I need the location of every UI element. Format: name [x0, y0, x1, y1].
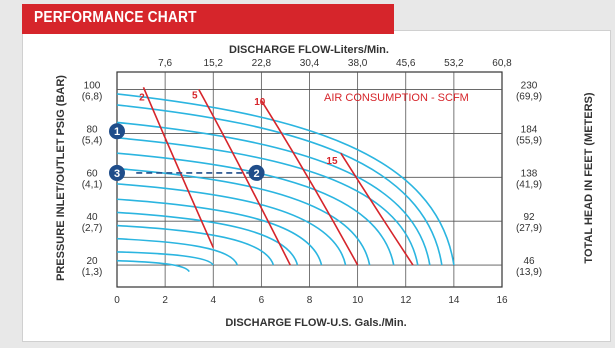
- x2-tick-label: 38,0: [348, 58, 368, 69]
- y-tick-label: 40: [86, 212, 98, 223]
- x-tick-label: 4: [210, 295, 216, 306]
- y-tick-bar-label: (5,4): [82, 135, 103, 146]
- y2-tick-label: 92: [523, 212, 535, 223]
- y-tick-bar-label: (1,3): [82, 267, 103, 278]
- marker-label: 1: [114, 126, 120, 138]
- y2-tick-meters-label: (41,9): [516, 179, 542, 190]
- pressure-curve: [116, 224, 275, 266]
- x2-tick-label: 7,6: [158, 58, 172, 69]
- pressure-curve: [116, 104, 443, 266]
- pressure-curve: [116, 183, 347, 266]
- operating-markers: 1 2 3: [109, 123, 265, 181]
- x2-tick-label: 30,4: [300, 58, 320, 69]
- pressure-curve: [116, 121, 431, 266]
- x-tick-label: 6: [259, 295, 265, 306]
- air-consumption-curves: 2 5 10 15: [139, 87, 414, 266]
- marker-3: 3: [109, 164, 125, 181]
- y-tick-label: 60: [86, 168, 98, 179]
- y2-tick-meters-label: (69,9): [516, 92, 542, 103]
- axis-ticks: 0 2 4 6 8 10 12 14 167,6 15,2 22,8 30,4 38,0 45,6 53,2…: [82, 58, 542, 306]
- pressure-curve: [116, 137, 419, 266]
- pressure-curve: [116, 93, 455, 266]
- x2-tick-label: 60,8: [492, 58, 512, 69]
- air-consumption-annotation: AIR CONSUMPTION - SCFM: [324, 92, 469, 104]
- marker-circle: [248, 164, 265, 181]
- air-curve: [198, 89, 291, 266]
- x2-axis-label: DISCHARGE FLOW-Liters/Min.: [229, 44, 389, 56]
- y2-tick-label: 138: [521, 168, 538, 179]
- x-tick-label: 12: [400, 295, 412, 306]
- marker-circle: [109, 123, 125, 140]
- air-curve-label: 5: [192, 90, 198, 101]
- marker-circle: [109, 164, 125, 181]
- y2-tick-label: 46: [523, 256, 535, 267]
- x-tick-label: 10: [352, 295, 364, 306]
- x-tick-label: 2: [162, 295, 168, 306]
- x-tick-label: 16: [496, 295, 508, 306]
- pressure-curve: [116, 198, 323, 266]
- x-tick-label: 0: [114, 295, 120, 306]
- y2-tick-meters-label: (55,9): [516, 135, 542, 146]
- y2-axis-label: TOTAL HEAD IN FEET (METERS): [583, 92, 595, 263]
- x2-tick-label: 53,2: [444, 58, 464, 69]
- air-curve-label: 15: [326, 156, 338, 167]
- marker-label: 2: [254, 168, 260, 180]
- x-tick-label: 14: [448, 295, 460, 306]
- pressure-curve: [116, 251, 214, 266]
- y-tick-label: 80: [86, 124, 98, 135]
- y-tick-label: 20: [86, 256, 98, 267]
- y-tick-bar-label: (6,8): [82, 92, 103, 103]
- y2-tick-meters-label: (27,9): [516, 223, 542, 234]
- marker-2: 2: [248, 164, 265, 181]
- x2-tick-label: 22,8: [252, 58, 272, 69]
- y2-tick-label: 184: [521, 124, 538, 135]
- pressure-curve: [116, 259, 190, 273]
- air-curve: [260, 100, 359, 266]
- y2-tick-meters-label: (13,9): [516, 267, 542, 278]
- y-tick-bar-label: (2,7): [82, 223, 103, 234]
- pressure-curve: [116, 237, 239, 266]
- y2-tick-label: 230: [521, 81, 538, 92]
- chart-title: PERFORMANCE CHART: [34, 9, 197, 26]
- x-tick-label: 8: [307, 295, 313, 306]
- y-tick-label: 100: [84, 81, 101, 92]
- title-tab: [22, 4, 394, 34]
- air-curve: [340, 152, 414, 266]
- y-axis-label: PRESSURE INLET/OUTLET PSIG (BAR): [55, 75, 67, 281]
- air-curve-label: 2: [139, 93, 145, 104]
- air-curve: [142, 87, 214, 248]
- y-tick-bar-label: (4,1): [82, 179, 103, 190]
- pressure-curve: [116, 211, 299, 266]
- x2-tick-label: 15,2: [204, 58, 224, 69]
- x2-tick-label: 45,6: [396, 58, 416, 69]
- marker-1: 1: [109, 123, 125, 140]
- x-axis-label: DISCHARGE FLOW-U.S. Gals./Min.: [225, 317, 406, 329]
- air-curve-label: 10: [254, 97, 266, 108]
- marker-label: 3: [114, 168, 120, 180]
